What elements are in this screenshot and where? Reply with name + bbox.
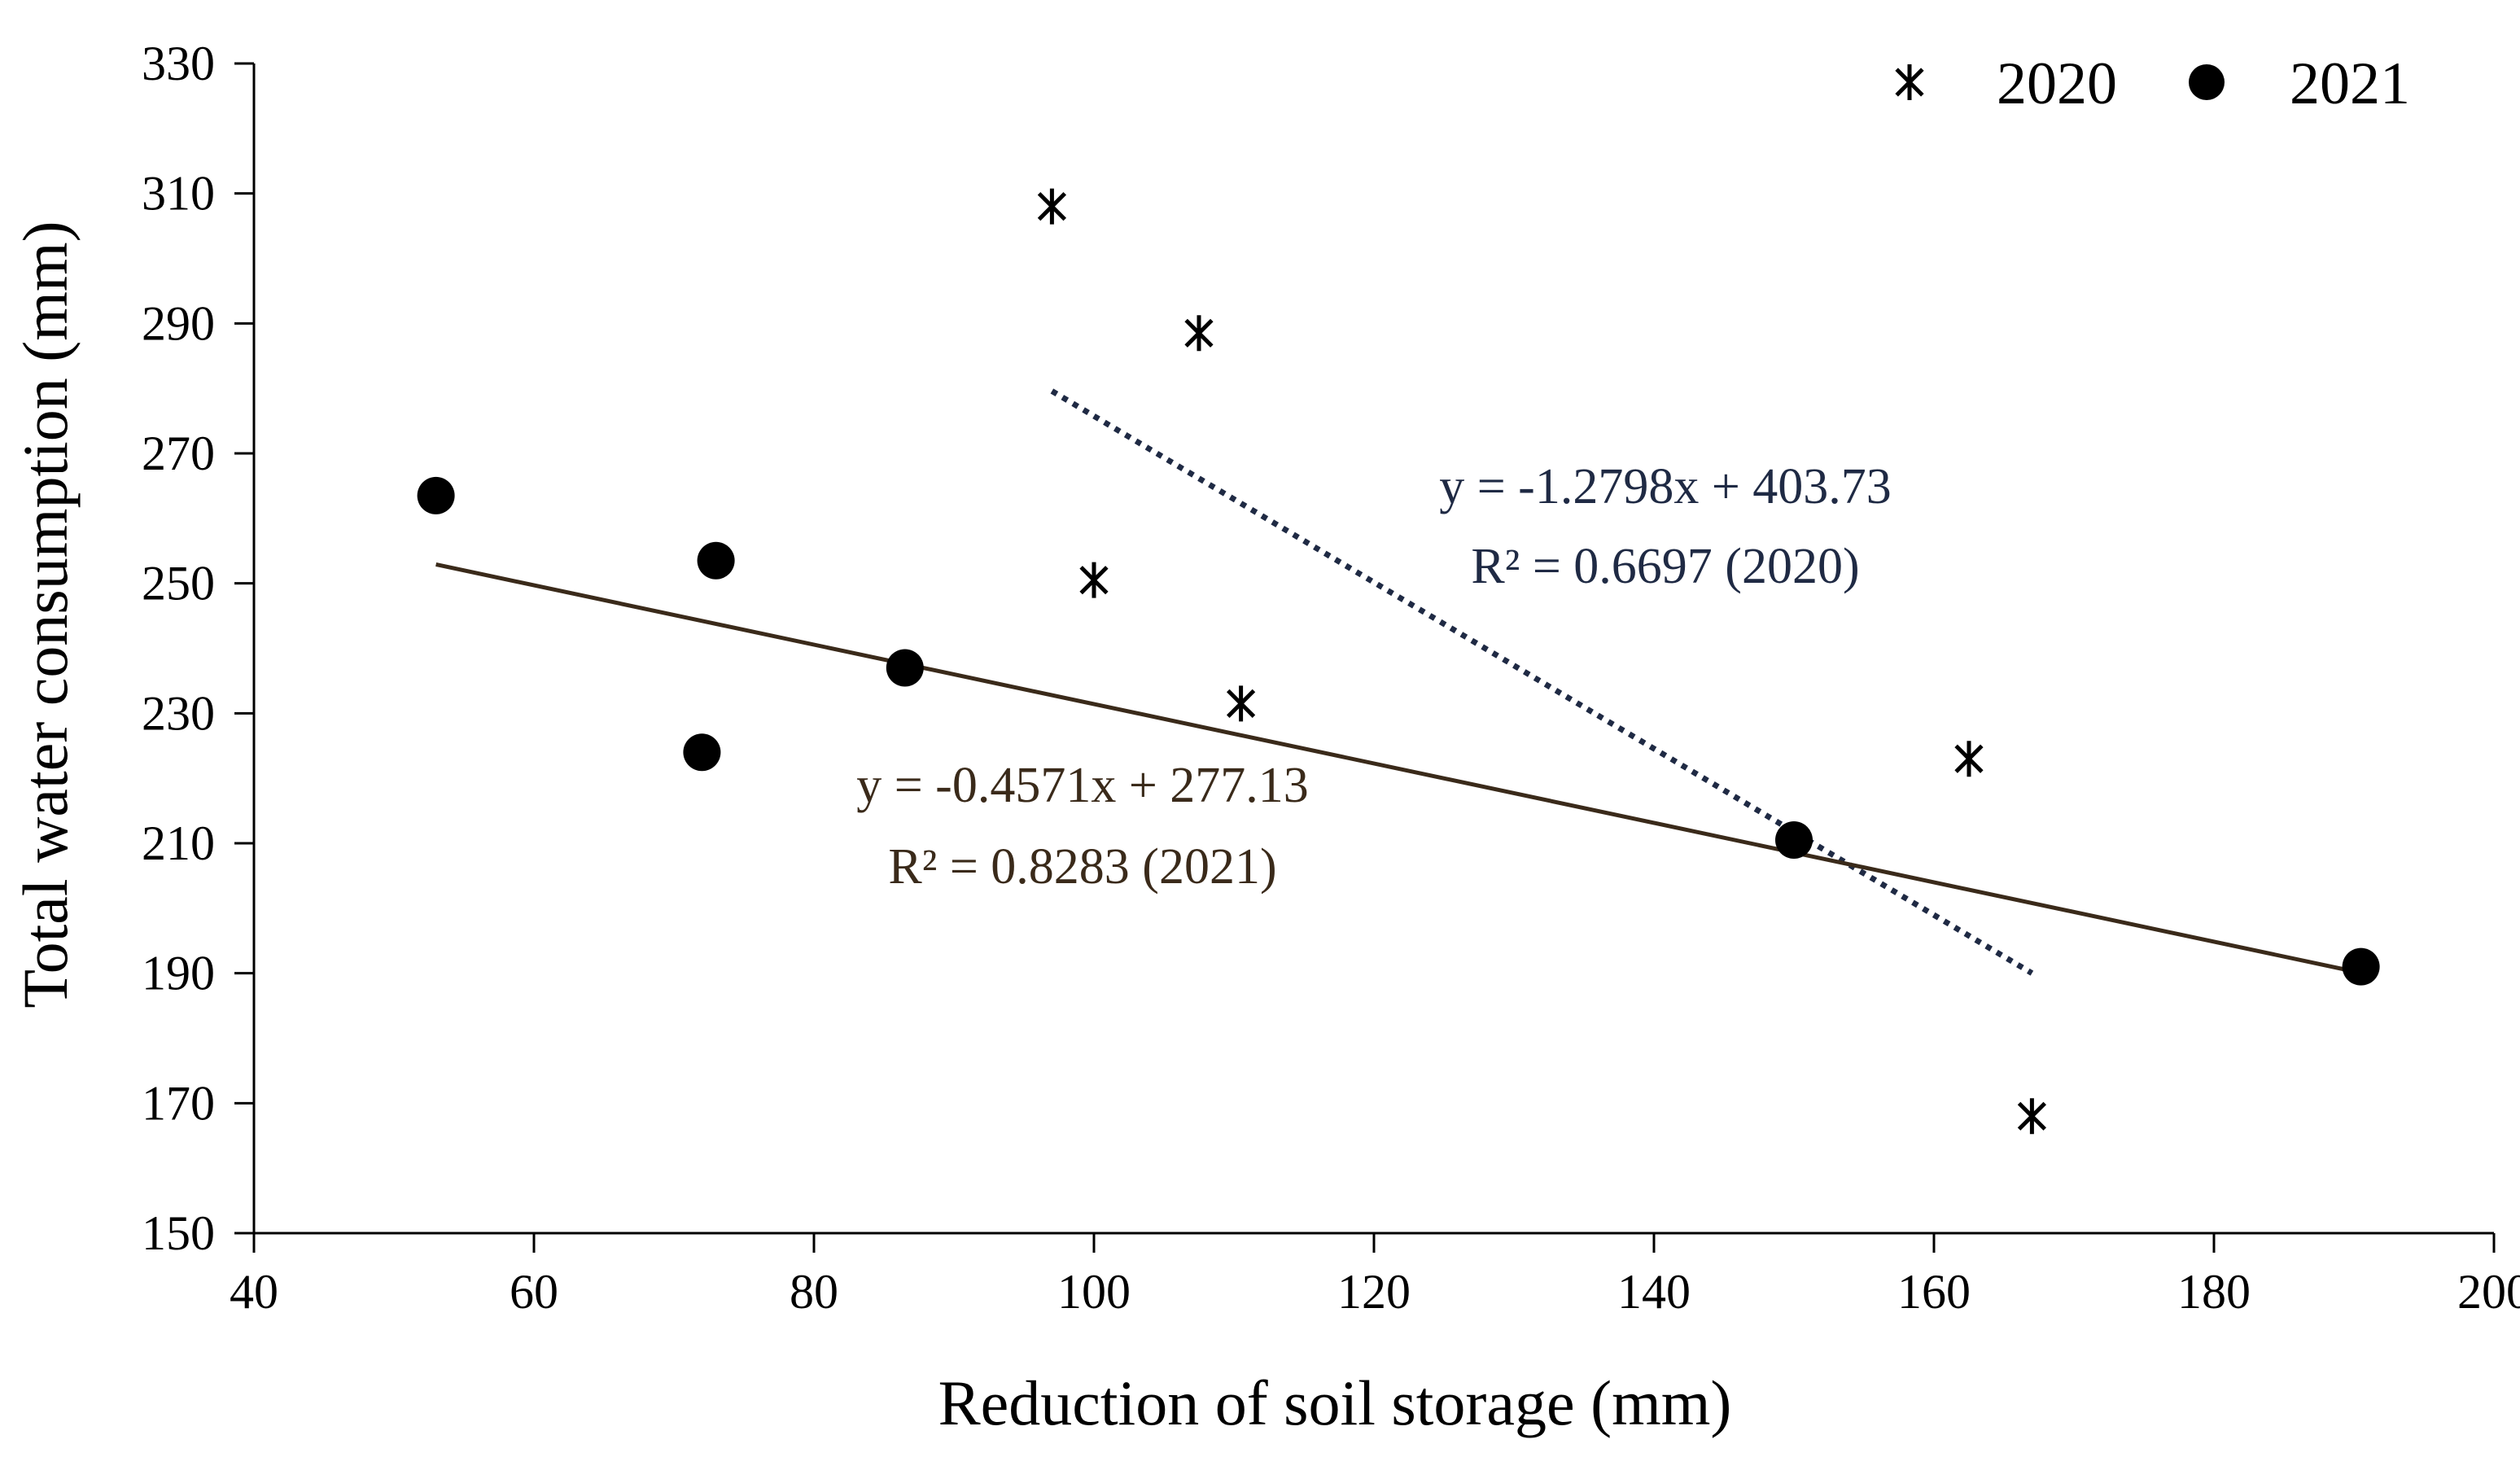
data-point-2021: [683, 733, 721, 772]
x-tick-label: 160: [1897, 1265, 1971, 1319]
x-tick-label: 180: [2177, 1265, 2251, 1319]
asterisk-marker: [1895, 64, 1924, 100]
trendline-2020-r2: R² = 0.6697 (2020): [1471, 539, 1859, 594]
annotation-group: y = -1.2798x + 403.73 R² = 0.6697 (2020)…: [856, 459, 1892, 895]
y-tick-label: 330: [142, 37, 215, 90]
x-tick-group: 40 60 80 100 120 140 160 180 200: [230, 1233, 2520, 1319]
data-point-2020: [1184, 315, 1214, 352]
legend-label-2020: 2020: [1997, 50, 2117, 117]
y-tick-label: 250: [142, 557, 215, 610]
y-axis-title: Total water consumption (mm): [10, 221, 81, 1008]
trendline-2021: [435, 562, 2362, 975]
trendline-group: [435, 388, 2362, 976]
data-point-2020: [1079, 562, 1109, 598]
x-axis-title: Reduction of soil storage (mm): [938, 1367, 1732, 1438]
axes: 40 60 80 100 120 140 160 180 200 150 170 190 210 230…: [142, 37, 2520, 1319]
y-tick-label: 270: [142, 427, 215, 480]
data-point-2021: [886, 649, 924, 687]
data-point-2020: [1954, 741, 1984, 777]
data-point-2021: [1775, 821, 1813, 860]
data-point-2021: [697, 541, 735, 580]
legend-marker-2021: [2189, 64, 2225, 100]
legend: 2020 2021: [1895, 50, 2410, 117]
x-tick-label: 80: [790, 1265, 838, 1319]
data-point-2020: [2017, 1098, 2047, 1135]
trendline-2020-equation: y = -1.2798x + 403.73: [1439, 459, 1892, 514]
x-tick-label: 100: [1057, 1265, 1131, 1319]
legend-marker-2020: [1895, 64, 1924, 100]
data-point-2021: [2342, 947, 2380, 986]
x-tick-label: 60: [510, 1265, 558, 1319]
y-tick-label: 170: [142, 1076, 215, 1130]
legend-label-2021: 2021: [2290, 50, 2410, 117]
x-tick-label: 200: [2457, 1265, 2520, 1319]
data-point-2021: [417, 476, 455, 514]
y-tick-group: 150 170 190 210 230 250 270 290 310 330: [142, 37, 254, 1260]
trendline-2021-r2: R² = 0.8283 (2021): [888, 839, 1276, 895]
x-tick-label: 120: [1337, 1265, 1411, 1319]
y-tick-label: 230: [142, 686, 215, 740]
x-tick-label: 40: [230, 1265, 278, 1319]
y-tick-label: 190: [142, 947, 215, 1000]
data-point-2020: [1037, 188, 1067, 225]
trendline-2021-equation: y = -0.4571x + 277.13: [856, 758, 1309, 813]
y-tick-label: 310: [142, 167, 215, 221]
x-tick-label: 140: [1617, 1265, 1691, 1319]
y-tick-label: 290: [142, 296, 215, 350]
data-point-group: [417, 188, 2380, 1135]
y-tick-label: 210: [142, 816, 215, 870]
data-point-2020: [1226, 685, 1256, 722]
y-tick-label: 150: [142, 1206, 215, 1260]
